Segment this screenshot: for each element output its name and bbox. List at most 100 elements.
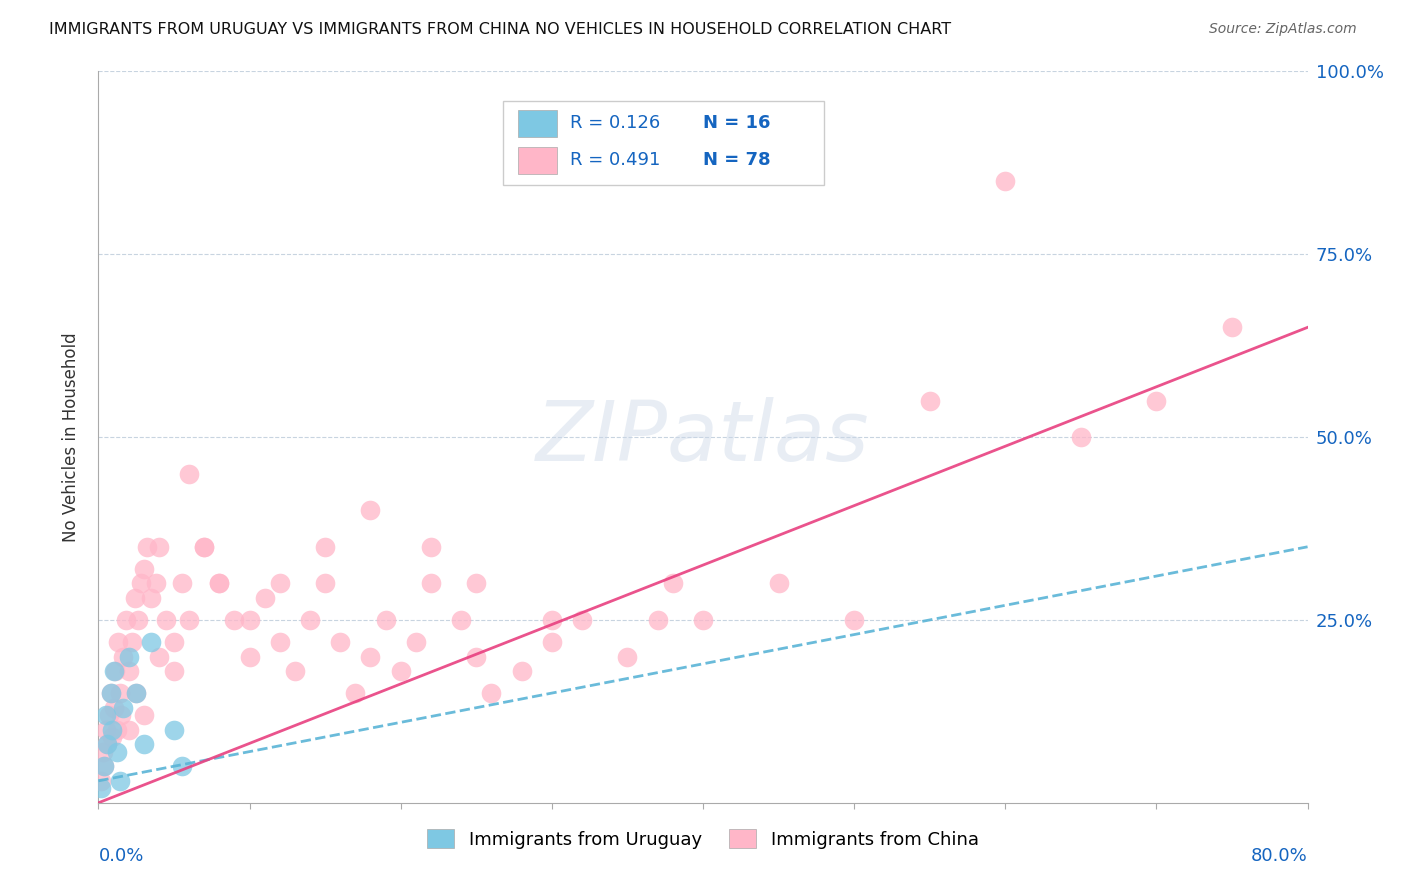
Point bbox=[108, 686, 131, 700]
Point bbox=[450, 613, 472, 627]
Legend: Immigrants from Uruguay, Immigrants from China: Immigrants from Uruguay, Immigrants from… bbox=[420, 822, 986, 856]
Point bbox=[148, 649, 170, 664]
Point bbox=[253, 591, 276, 605]
Point bbox=[239, 649, 262, 664]
Point bbox=[540, 613, 562, 627]
Text: R = 0.491: R = 0.491 bbox=[569, 152, 661, 169]
Point bbox=[132, 737, 155, 751]
Point bbox=[155, 613, 177, 627]
Point bbox=[118, 649, 141, 664]
Point bbox=[284, 664, 307, 678]
Point bbox=[105, 745, 128, 759]
Point bbox=[100, 686, 122, 700]
Point bbox=[661, 576, 683, 591]
Point bbox=[96, 737, 118, 751]
Point bbox=[994, 174, 1017, 188]
Point bbox=[344, 686, 367, 700]
Point bbox=[91, 745, 114, 759]
Point bbox=[163, 723, 186, 737]
Text: Source: ZipAtlas.com: Source: ZipAtlas.com bbox=[1209, 22, 1357, 37]
Text: IMMIGRANTS FROM URUGUAY VS IMMIGRANTS FROM CHINA NO VEHICLES IN HOUSEHOLD CORREL: IMMIGRANTS FROM URUGUAY VS IMMIGRANTS FR… bbox=[49, 22, 952, 37]
Point bbox=[405, 635, 427, 649]
Point bbox=[98, 708, 121, 723]
Point bbox=[616, 649, 638, 664]
Point bbox=[111, 700, 134, 714]
Point bbox=[103, 664, 125, 678]
Point bbox=[1220, 320, 1243, 334]
Point bbox=[141, 635, 163, 649]
Point bbox=[389, 664, 412, 678]
Point bbox=[465, 576, 488, 591]
Point bbox=[118, 723, 141, 737]
Point bbox=[481, 686, 503, 700]
Point bbox=[170, 759, 193, 773]
Y-axis label: No Vehicles in Household: No Vehicles in Household bbox=[62, 332, 80, 542]
FancyBboxPatch shape bbox=[517, 146, 557, 174]
Text: ZIPatlas: ZIPatlas bbox=[536, 397, 870, 477]
FancyBboxPatch shape bbox=[517, 110, 557, 137]
Point bbox=[163, 664, 186, 678]
Point bbox=[420, 576, 443, 591]
Point bbox=[844, 613, 866, 627]
Point bbox=[132, 562, 155, 576]
Point bbox=[329, 635, 352, 649]
Point bbox=[127, 613, 149, 627]
Point bbox=[103, 700, 125, 714]
Point bbox=[360, 503, 382, 517]
Point bbox=[510, 664, 533, 678]
Point bbox=[571, 613, 593, 627]
Point bbox=[141, 591, 163, 605]
Text: 0.0%: 0.0% bbox=[98, 847, 143, 864]
Point bbox=[132, 708, 155, 723]
Text: N = 78: N = 78 bbox=[703, 152, 770, 169]
Point bbox=[110, 708, 132, 723]
Point bbox=[170, 576, 193, 591]
Point bbox=[360, 649, 382, 664]
Point bbox=[314, 540, 336, 554]
Point bbox=[768, 576, 790, 591]
Point bbox=[148, 540, 170, 554]
Point bbox=[239, 613, 262, 627]
Point bbox=[101, 730, 124, 744]
Point bbox=[125, 686, 148, 700]
Point bbox=[1070, 430, 1092, 444]
Point bbox=[269, 576, 291, 591]
Point bbox=[224, 613, 246, 627]
Point bbox=[108, 773, 131, 788]
Point bbox=[208, 576, 231, 591]
Point bbox=[124, 591, 146, 605]
Text: 80.0%: 80.0% bbox=[1251, 847, 1308, 864]
Point bbox=[129, 576, 152, 591]
Point bbox=[96, 737, 118, 751]
Text: R = 0.126: R = 0.126 bbox=[569, 114, 661, 132]
Point bbox=[125, 686, 148, 700]
Point bbox=[193, 540, 215, 554]
Point bbox=[93, 759, 115, 773]
Point bbox=[104, 664, 127, 678]
Point bbox=[121, 635, 143, 649]
Point bbox=[299, 613, 322, 627]
Point bbox=[94, 723, 117, 737]
Point bbox=[105, 723, 128, 737]
Point bbox=[145, 576, 167, 591]
Point bbox=[111, 649, 134, 664]
Point bbox=[90, 773, 112, 788]
Point bbox=[94, 708, 117, 723]
Point bbox=[647, 613, 669, 627]
Point bbox=[269, 635, 291, 649]
Point bbox=[208, 576, 231, 591]
Point bbox=[101, 723, 124, 737]
Point bbox=[465, 649, 488, 664]
Point bbox=[540, 635, 562, 649]
Point bbox=[420, 540, 443, 554]
Point bbox=[135, 540, 157, 554]
Point bbox=[114, 613, 136, 627]
Point bbox=[100, 686, 122, 700]
Point bbox=[193, 540, 215, 554]
Point bbox=[179, 467, 201, 481]
Point bbox=[692, 613, 714, 627]
Point bbox=[314, 576, 336, 591]
Point bbox=[163, 635, 186, 649]
Point bbox=[93, 759, 115, 773]
Point bbox=[179, 613, 201, 627]
